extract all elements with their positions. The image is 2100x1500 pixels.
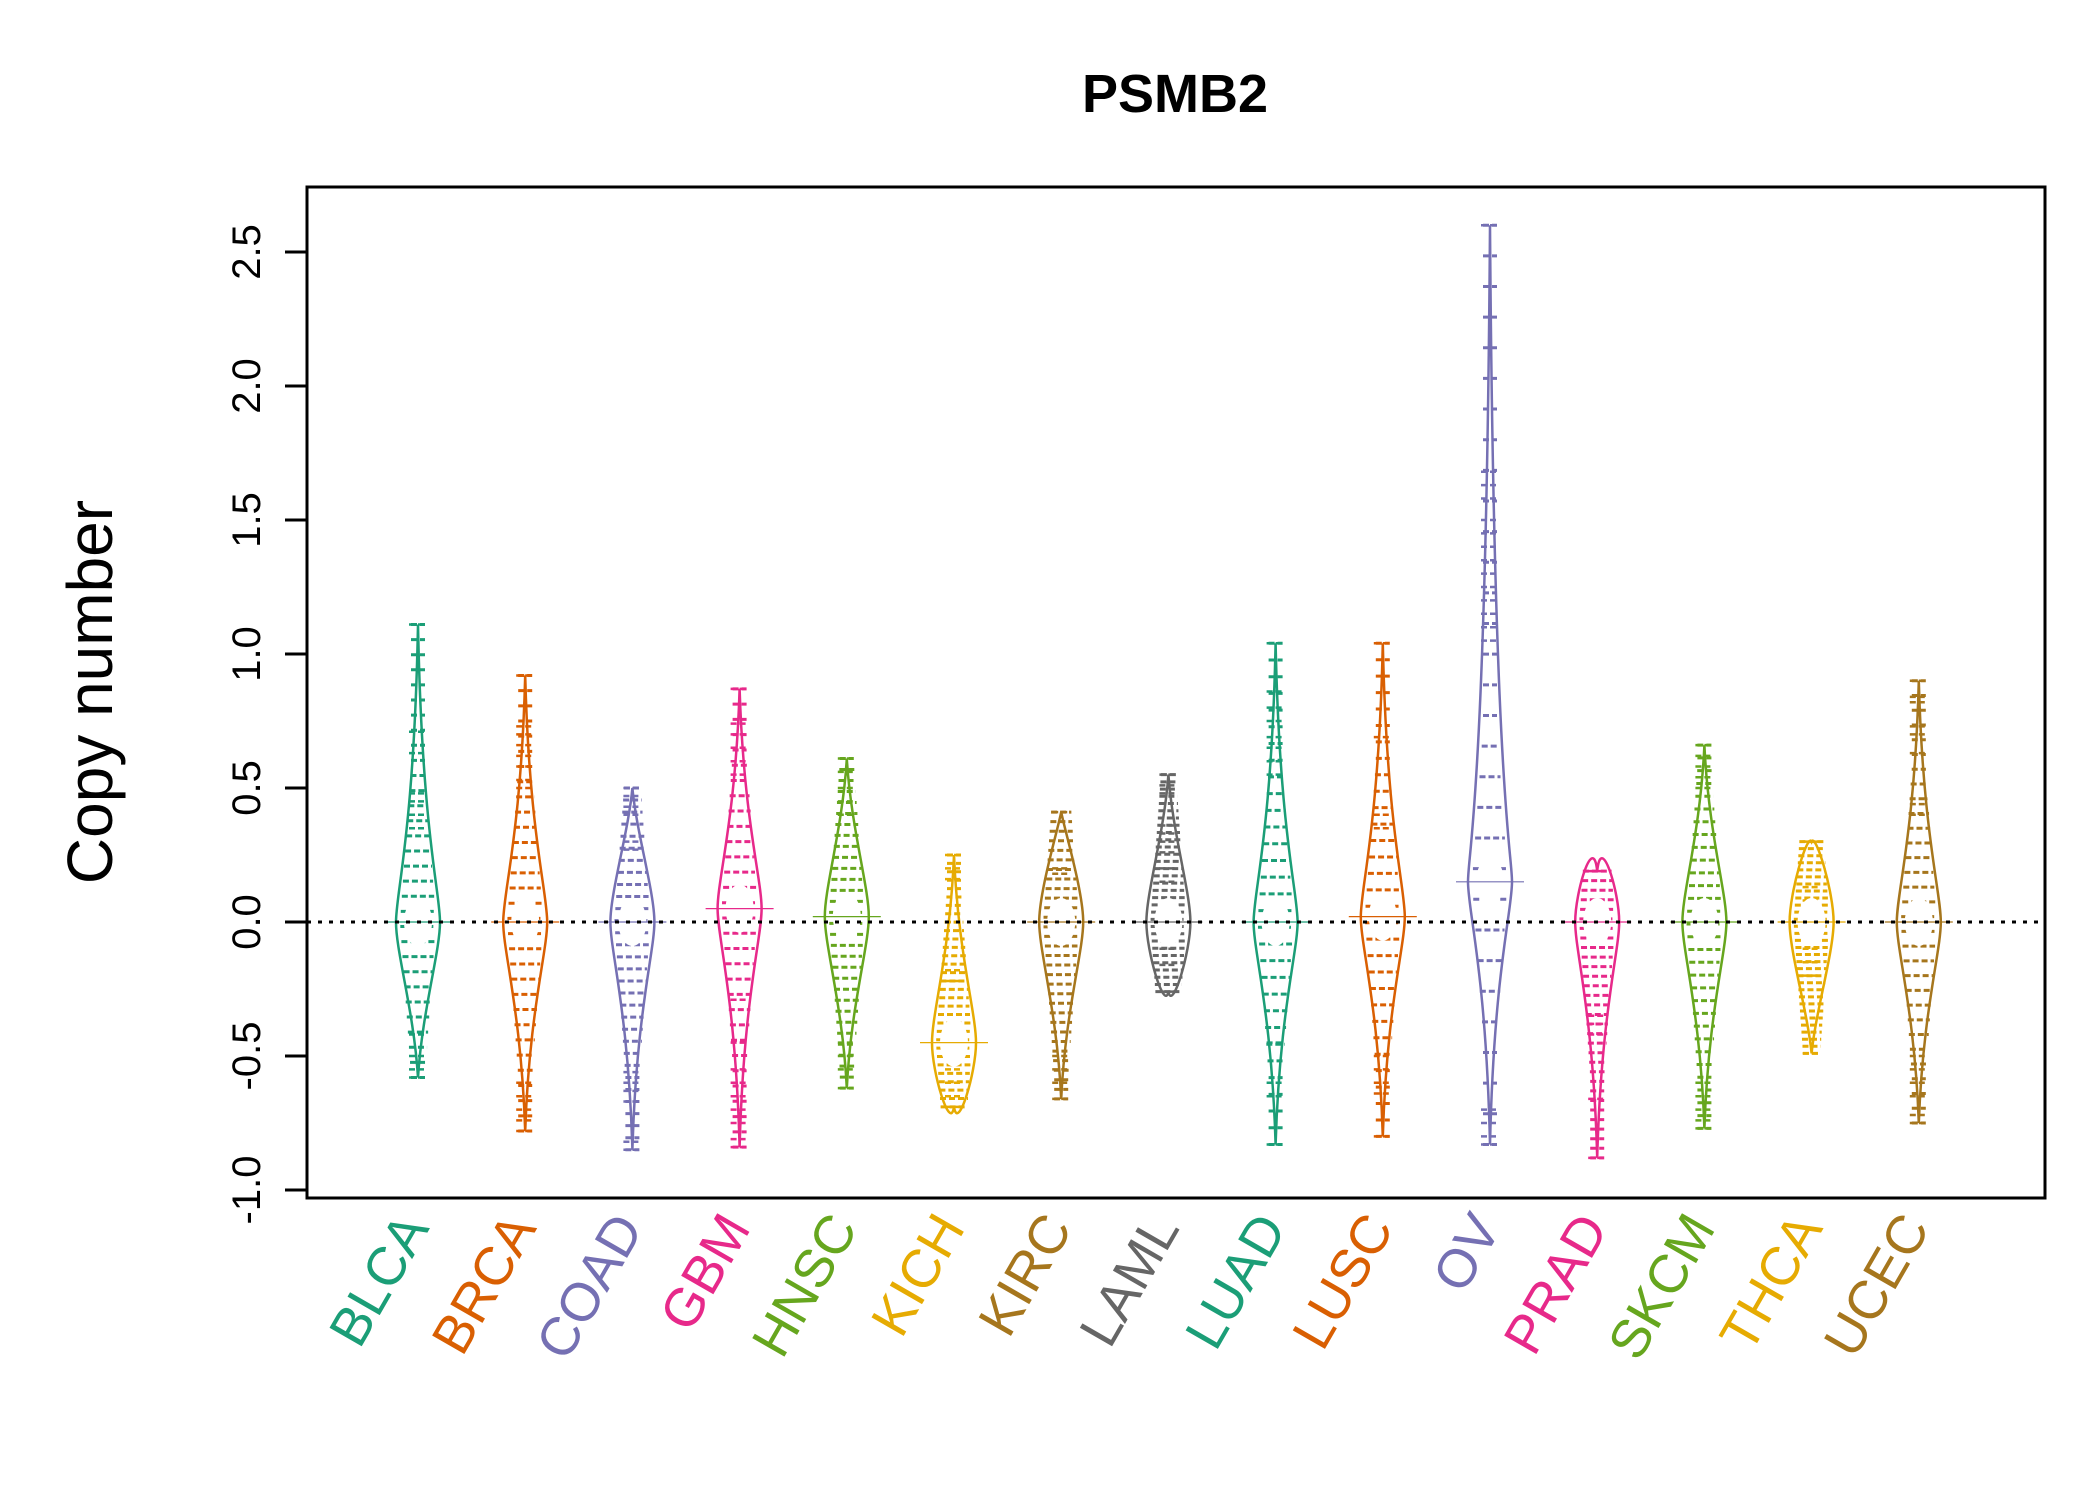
x-label-ucec: UCEC [1813, 1204, 1941, 1367]
x-label-gbm: GBM [649, 1204, 762, 1341]
bean-density-outline [1145, 774, 1192, 997]
y-tick-label: -0.5 [225, 1022, 269, 1091]
bean-hnsc [812, 757, 881, 1090]
bean-kich [920, 853, 988, 1115]
x-label-kich: KICH [860, 1204, 976, 1346]
x-label-ov: OV [1421, 1204, 1512, 1302]
x-label-coad: COAD [525, 1204, 655, 1369]
x-label-skcm: SKCM [1597, 1204, 1727, 1369]
bean-kirc [1027, 810, 1096, 1101]
bean-gbm [705, 687, 774, 1149]
y-tick-label: 1.0 [225, 626, 269, 682]
y-axis-label: Copy number [54, 500, 126, 884]
y-axis: -1.0 -0.5 0.0 0.5 1.0 1.5 2.0 2.5 [225, 224, 309, 1225]
y-tick-label: 2.5 [225, 224, 269, 280]
bean-ov [1456, 223, 1524, 1146]
chart-title: PSMB2 [1082, 64, 1268, 124]
y-tick-label: -1.0 [225, 1156, 269, 1225]
y-tick-label: 2.0 [225, 358, 269, 414]
y-tick-label: 0.5 [225, 760, 269, 816]
bean-ucec [1884, 679, 1953, 1125]
x-label-luad: LUAD [1174, 1204, 1298, 1359]
x-label-kirc: KIRC [967, 1204, 1083, 1346]
bean-blca [384, 623, 452, 1079]
y-tick-label: 0.0 [225, 894, 269, 950]
x-label-lusc: LUSC [1281, 1204, 1405, 1359]
bean-laml [1134, 773, 1203, 997]
bean-lusc [1348, 641, 1417, 1138]
bean-thca [1777, 839, 1846, 1055]
bean-luad [1241, 641, 1310, 1146]
bean-coad [598, 786, 667, 1152]
plot-frame [305, 185, 2047, 1200]
y-tick-label: 1.5 [225, 492, 269, 548]
bean-prad [1563, 857, 1632, 1160]
bean-density-outline [1466, 225, 1514, 1145]
beans-layer [384, 223, 1953, 1160]
x-label-hnsc: HNSC [741, 1204, 869, 1367]
x-label-laml: LAML [1068, 1204, 1191, 1356]
bean-brca [491, 673, 560, 1133]
bean-skcm [1670, 743, 1739, 1130]
